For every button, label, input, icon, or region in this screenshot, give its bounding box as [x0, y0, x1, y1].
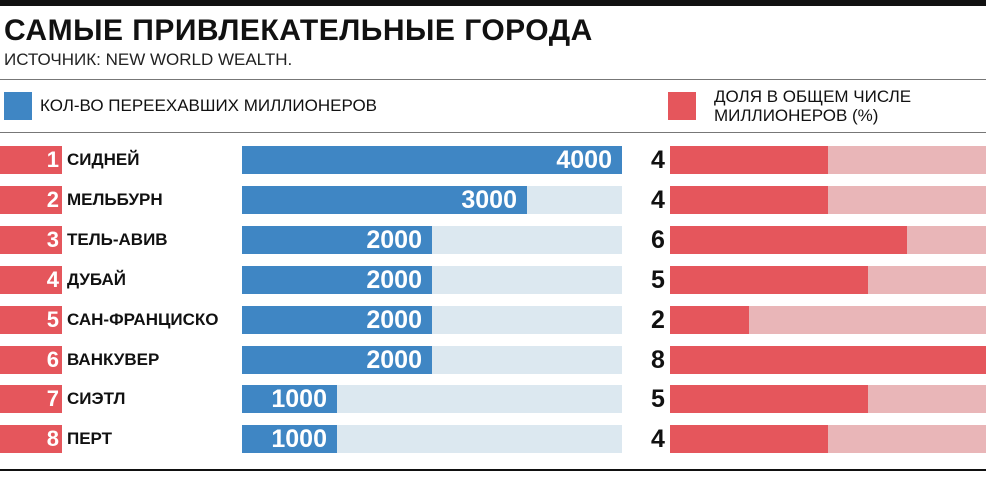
city-label: СИЭТЛ — [67, 389, 126, 408]
migrants-bar: 1000 — [242, 425, 337, 453]
share-bar-track — [670, 266, 986, 294]
rank-badge: 6 — [0, 346, 62, 374]
migrants-bar: 2000 — [242, 266, 432, 294]
share-bar — [670, 146, 828, 174]
city-label: СИДНЕЙ — [67, 150, 140, 169]
migrants-value-label: 1000 — [271, 385, 327, 413]
share-bar-track — [670, 186, 986, 214]
migrants-bar: 2000 — [242, 346, 432, 374]
share-bar-track — [670, 425, 986, 453]
rank-badge: 7 — [0, 385, 62, 413]
rank-badge: 3 — [0, 226, 62, 254]
migrants-value-label: 2000 — [366, 226, 422, 254]
top-rule — [0, 0, 986, 6]
share-bar-track — [670, 306, 986, 334]
share-bar-track — [670, 146, 986, 174]
migrants-bar-track: 3000 — [242, 186, 622, 214]
rank-badge: 5 — [0, 306, 62, 334]
share-value-label: 5 — [651, 385, 665, 413]
migrants-value-label: 3000 — [461, 186, 517, 214]
share-value-label: 4 — [651, 186, 665, 214]
share-bar — [670, 346, 986, 374]
share-value-label: 5 — [651, 266, 665, 294]
legend-swatch-share — [668, 92, 696, 120]
city-label: МЕЛЬБУРН — [67, 190, 163, 209]
migrants-bar-track: 4000 — [242, 146, 622, 174]
divider-legend — [0, 132, 986, 133]
migrants-bar: 3000 — [242, 186, 527, 214]
migrants-value-label: 2000 — [366, 306, 422, 334]
legend-label-share-line2: МИЛЛИОНЕРОВ (%) — [714, 106, 879, 125]
migrants-bar-track: 2000 — [242, 226, 622, 254]
share-bar-track — [670, 226, 986, 254]
chart-title: САМЫЕ ПРИВЛЕКАТЕЛЬНЫЕ ГОРОДА — [4, 14, 593, 47]
share-value-label: 6 — [651, 226, 665, 254]
migrants-bar: 4000 — [242, 146, 622, 174]
migrants-bar: 2000 — [242, 306, 432, 334]
share-bar — [670, 306, 749, 334]
share-bar — [670, 186, 828, 214]
rank-badge: 1 — [0, 146, 62, 174]
share-bar-track — [670, 385, 986, 413]
legend-swatch-migrants — [4, 92, 32, 120]
city-label: ПЕРТ — [67, 429, 113, 448]
chart-source: ИСТОЧНИК: NEW WORLD WEALTH. — [4, 50, 293, 69]
migrants-bar: 1000 — [242, 385, 337, 413]
share-bar — [670, 425, 828, 453]
migrants-bar-track: 2000 — [242, 346, 622, 374]
share-value-label: 4 — [651, 425, 665, 453]
migrants-bar-track: 2000 — [242, 266, 622, 294]
rank-badge: 8 — [0, 425, 62, 453]
legend-label-migrants: КОЛ-ВО ПЕРЕЕХАВШИХ МИЛЛИОНЕРОВ — [40, 96, 378, 115]
city-label: ТЕЛЬ-АВИВ — [67, 230, 168, 249]
legend-label-share: ДОЛЯ В ОБЩЕМ ЧИСЛЕ МИЛЛИОНЕРОВ (%) — [714, 87, 911, 125]
bottom-rule — [0, 469, 986, 471]
migrants-value-label: 1000 — [271, 425, 327, 453]
share-bar-track — [670, 346, 986, 374]
share-bar — [670, 266, 868, 294]
share-bar — [670, 226, 907, 254]
migrants-value-label: 2000 — [366, 346, 422, 374]
migrants-value-label: 2000 — [366, 266, 422, 294]
city-label: ДУБАЙ — [67, 270, 126, 289]
migrants-bar-track: 1000 — [242, 385, 622, 413]
rank-badge: 2 — [0, 186, 62, 214]
rank-badge: 4 — [0, 266, 62, 294]
migrants-bar-track: 2000 — [242, 306, 622, 334]
migrants-bar-track: 1000 — [242, 425, 622, 453]
share-bar — [670, 385, 868, 413]
migrants-bar: 2000 — [242, 226, 432, 254]
city-label: ВАНКУВЕР — [67, 350, 160, 369]
share-value-label: 8 — [651, 346, 665, 374]
divider-top — [0, 79, 986, 80]
migrants-value-label: 4000 — [556, 146, 612, 174]
share-value-label: 2 — [651, 306, 665, 334]
share-value-label: 4 — [651, 146, 665, 174]
legend-label-share-line1: ДОЛЯ В ОБЩЕМ ЧИСЛЕ — [714, 87, 912, 106]
city-label: САН-ФРАНЦИСКО — [67, 310, 219, 329]
